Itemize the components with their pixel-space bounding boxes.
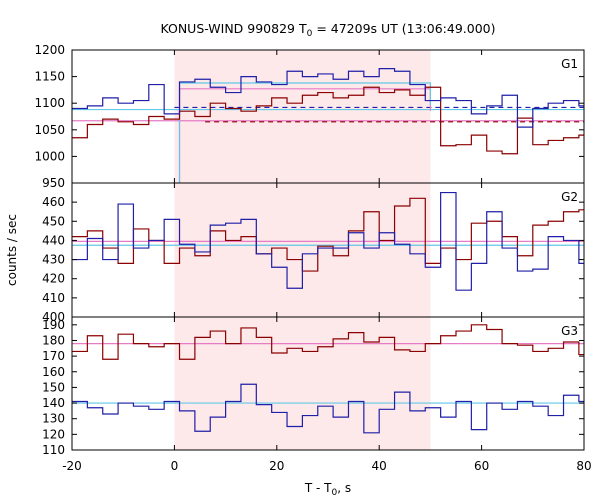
y-tick-label: 450 [42,214,65,228]
y-tick-label: 400 [42,310,65,324]
x-tick-label: 60 [474,459,489,473]
panels: 12001150110010501000950G1460450440430420… [34,43,591,473]
x-tick-label: 80 [576,459,591,473]
y-tick-label: 190 [42,318,65,332]
y-tick-label: 1150 [34,70,65,84]
y-tick-label: 1100 [34,96,65,110]
y-tick-label: 150 [42,380,65,394]
y-tick-label: 430 [42,253,65,267]
x-tick-label: -20 [62,459,82,473]
y-tick-label: 460 [42,195,65,209]
y-tick-label: 950 [42,176,65,190]
shaded-interval [174,50,431,183]
series-blue [72,383,584,434]
shaded-interval [174,317,431,450]
y-tick-label: 130 [42,412,65,426]
panel-frame [71,316,585,451]
y-tick-label: 1050 [34,123,65,137]
x-tick-label: 20 [269,459,284,473]
chart-title: KONUS-WIND 990829 T0 = 47209s UT (13:06:… [160,21,495,39]
y-axis-label: counts / sec [5,214,19,286]
x-tick-label: 0 [171,459,179,473]
x-tick-label: 40 [372,459,387,473]
x-axis-label: T - T0, s [304,481,351,498]
y-tick-label: 120 [42,427,65,441]
y-tick-label: 160 [42,365,65,379]
panel-label: G1 [561,57,578,71]
y-tick-label: 180 [42,333,65,347]
panel-G1: 1200 1150 1100 1050 1000 950 G1 [34,43,585,203]
y-tick-label: 140 [42,396,65,410]
panel-label: G3 [561,324,578,338]
y-tick-label: 1000 [34,149,65,163]
panel-G2: 460 450 440 430 420 410 400 G2 [42,182,585,324]
reference-box [178,82,431,203]
y-tick-label: 410 [42,291,65,305]
series-red [72,324,584,360]
y-tick-label: 420 [42,272,65,286]
series-blue [72,191,584,291]
y-tick-label: 110 [42,443,65,457]
y-tick-label: 1200 [34,43,65,57]
y-tick-label: 170 [42,349,65,363]
panel-label: G2 [561,190,578,204]
series-red [72,86,584,155]
series-blue [72,68,584,128]
shaded-interval [174,183,431,317]
y-tick-label: 440 [42,233,65,247]
